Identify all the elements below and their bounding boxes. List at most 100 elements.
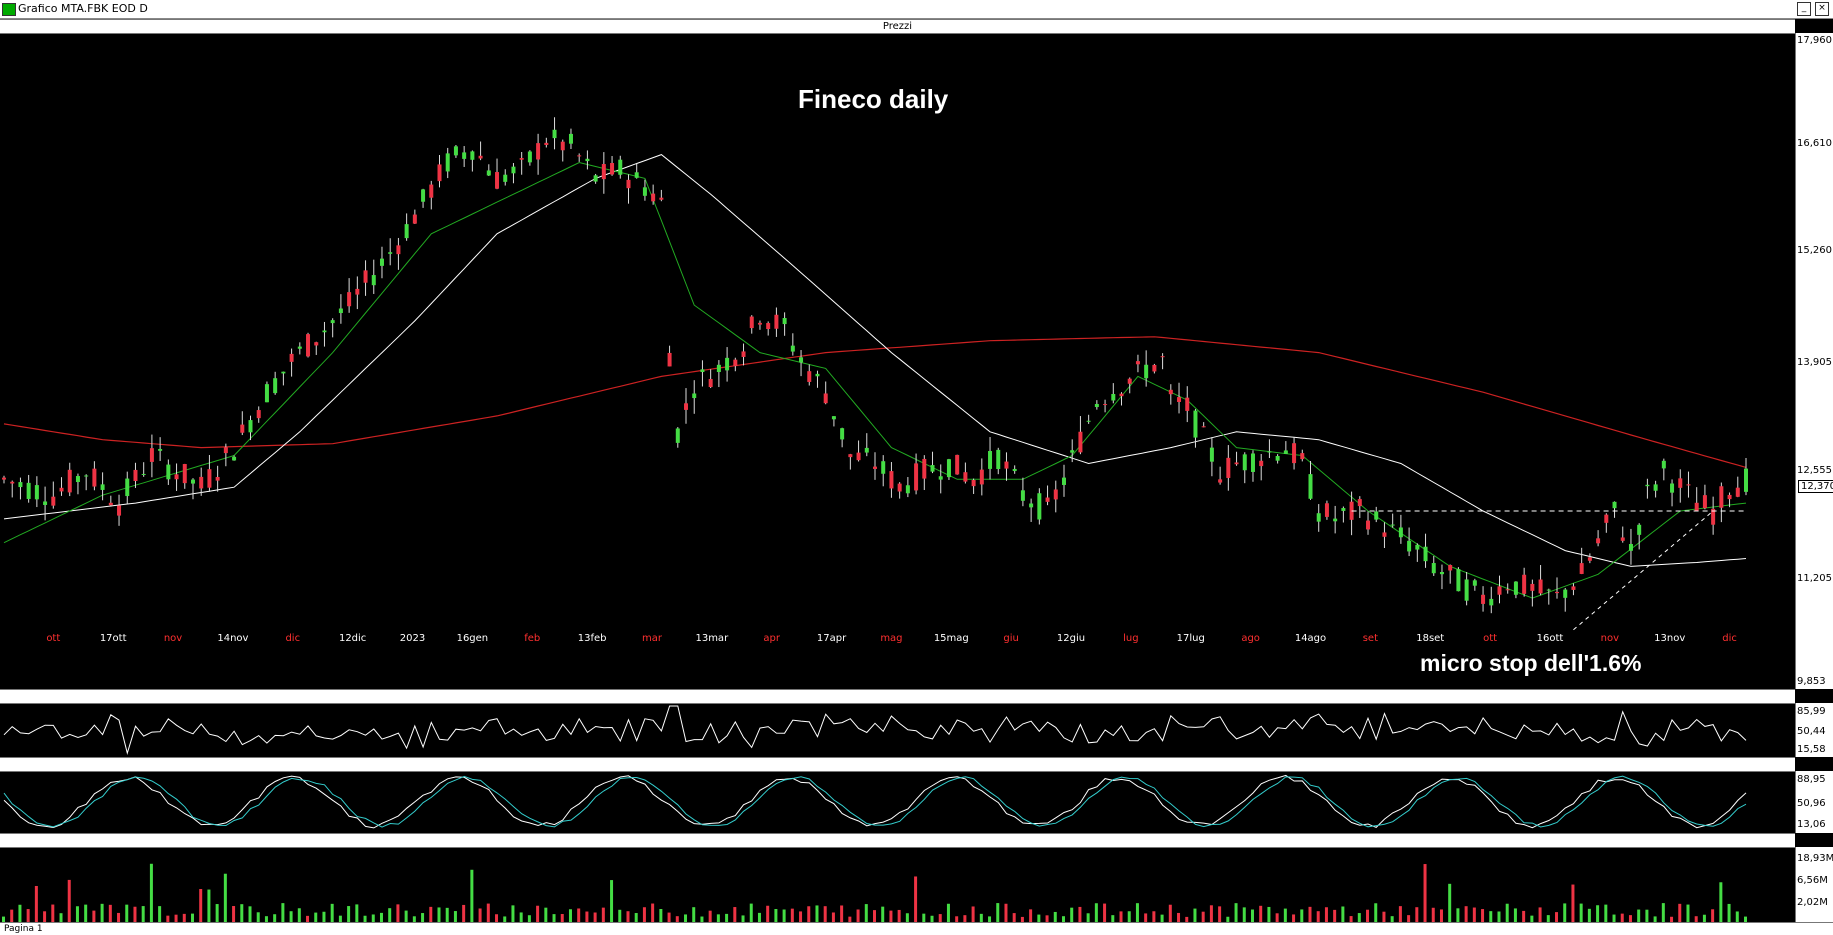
volume-bar: [585, 911, 589, 922]
candle-body: [897, 483, 902, 492]
candle-body: [1563, 589, 1568, 598]
volume-bar: [905, 913, 909, 922]
volume-bar: [1283, 908, 1287, 922]
x-tick-label: nov: [1601, 633, 1619, 644]
volume-bar: [946, 903, 950, 922]
minimize-icon[interactable]: _: [1797, 2, 1811, 16]
volume-bar: [930, 915, 934, 922]
volume-ytick: 2,02M: [1797, 897, 1828, 908]
candle-body: [445, 153, 450, 172]
candle-body: [1316, 513, 1321, 522]
volume-bar: [248, 906, 252, 922]
volume-bar: [1464, 906, 1468, 922]
close-icon[interactable]: ×: [1815, 2, 1829, 16]
volume-bar: [1037, 914, 1041, 922]
candle-body: [1522, 574, 1527, 594]
window-title: Grafico MTA.FBK EOD D: [18, 2, 148, 15]
candle-body: [75, 476, 80, 483]
volume-bar: [1341, 906, 1345, 922]
candle-body: [1415, 544, 1420, 550]
volume-bar: [914, 876, 918, 922]
status-text: Pagina 1: [4, 924, 43, 934]
volume-bar: [256, 912, 260, 922]
volume-bar: [1497, 911, 1501, 922]
volume-bar: [445, 907, 449, 922]
volume-bar: [1070, 907, 1074, 922]
candle-body: [1711, 508, 1716, 525]
candle-body: [1464, 579, 1469, 601]
volume-bar: [634, 913, 638, 922]
ma-slow-line: [3, 336, 1747, 468]
volume-bar: [1111, 915, 1115, 922]
candle-body: [1135, 361, 1140, 365]
volume-bar: [486, 903, 490, 922]
volume-bar: [527, 915, 531, 922]
price-ytick: 13,905: [1797, 357, 1832, 368]
volume-bar: [125, 904, 129, 922]
volume-bar: [815, 905, 819, 922]
candle-body: [560, 141, 565, 151]
x-tick-label: 16gen: [457, 633, 489, 644]
candle-body: [182, 464, 187, 484]
candle-body: [1193, 410, 1198, 438]
volume-bar: [741, 915, 745, 922]
candle-body: [938, 476, 943, 480]
candle-body: [1103, 404, 1108, 406]
candle-body: [1620, 537, 1625, 541]
candle-body: [1234, 462, 1239, 465]
x-tick-label: ott: [1483, 633, 1497, 644]
window-controls: _ ×: [1797, 2, 1829, 16]
candle-body: [1596, 538, 1601, 544]
candle-body: [1678, 478, 1683, 488]
x-tick-label: mar: [642, 633, 663, 644]
x-tick-label: 14ago: [1295, 633, 1326, 644]
candle-body: [125, 478, 130, 497]
volume-bar: [1020, 916, 1024, 922]
volume-bar: [1292, 914, 1296, 922]
candle-body: [1111, 393, 1116, 401]
price-chart: ott 17ott nov 14nov dic 12dic 2023 16gen feb 13fe…: [2, 117, 1748, 644]
candle-body: [1472, 580, 1477, 586]
candle-body: [1292, 443, 1297, 464]
candle-body: [1744, 468, 1748, 492]
candle-body: [1267, 451, 1272, 453]
candle-body: [363, 270, 368, 283]
volume-bar: [1735, 911, 1739, 922]
volume-panel-header: [0, 833, 1795, 848]
volume-bar: [1407, 915, 1411, 922]
volume-bar: [1135, 903, 1139, 922]
x-tick-label: feb: [524, 633, 540, 644]
chart-annotation-note: micro stop dell'1.6%: [1420, 650, 1642, 676]
candle-body: [215, 477, 220, 481]
candle-body: [914, 463, 919, 491]
candle-body: [1456, 569, 1461, 592]
candle-body: [149, 448, 154, 462]
candle-body: [1119, 393, 1124, 397]
candle-body: [1645, 484, 1650, 487]
candle-body: [848, 454, 853, 458]
volume-bar: [831, 912, 835, 922]
price-ytick: 11,205: [1797, 573, 1832, 584]
x-tick-label: 14nov: [217, 633, 248, 644]
x-tick-label: giu: [1003, 633, 1018, 644]
x-tick-label: ago: [1241, 633, 1260, 644]
volume-bar: [1661, 903, 1665, 922]
candle-body: [1250, 453, 1255, 472]
candle-body: [799, 357, 804, 363]
candle-body: [1259, 460, 1264, 467]
volume-bar: [1045, 915, 1049, 922]
volume-bar: [757, 912, 761, 922]
candle-body: [1333, 518, 1338, 522]
volume-bar: [1637, 909, 1641, 922]
volume-bar: [667, 912, 671, 922]
volume-bar: [1374, 903, 1378, 922]
volume-bar: [536, 905, 540, 922]
volume-bar: [26, 909, 30, 922]
candle-body: [905, 485, 910, 494]
volume-bar: [1226, 916, 1230, 922]
candle-body: [1481, 594, 1486, 604]
price-ytick: 9,853: [1797, 676, 1826, 687]
candle-body: [651, 193, 656, 202]
candle-body: [1423, 546, 1428, 562]
price-ytick: 17,960: [1797, 35, 1832, 46]
